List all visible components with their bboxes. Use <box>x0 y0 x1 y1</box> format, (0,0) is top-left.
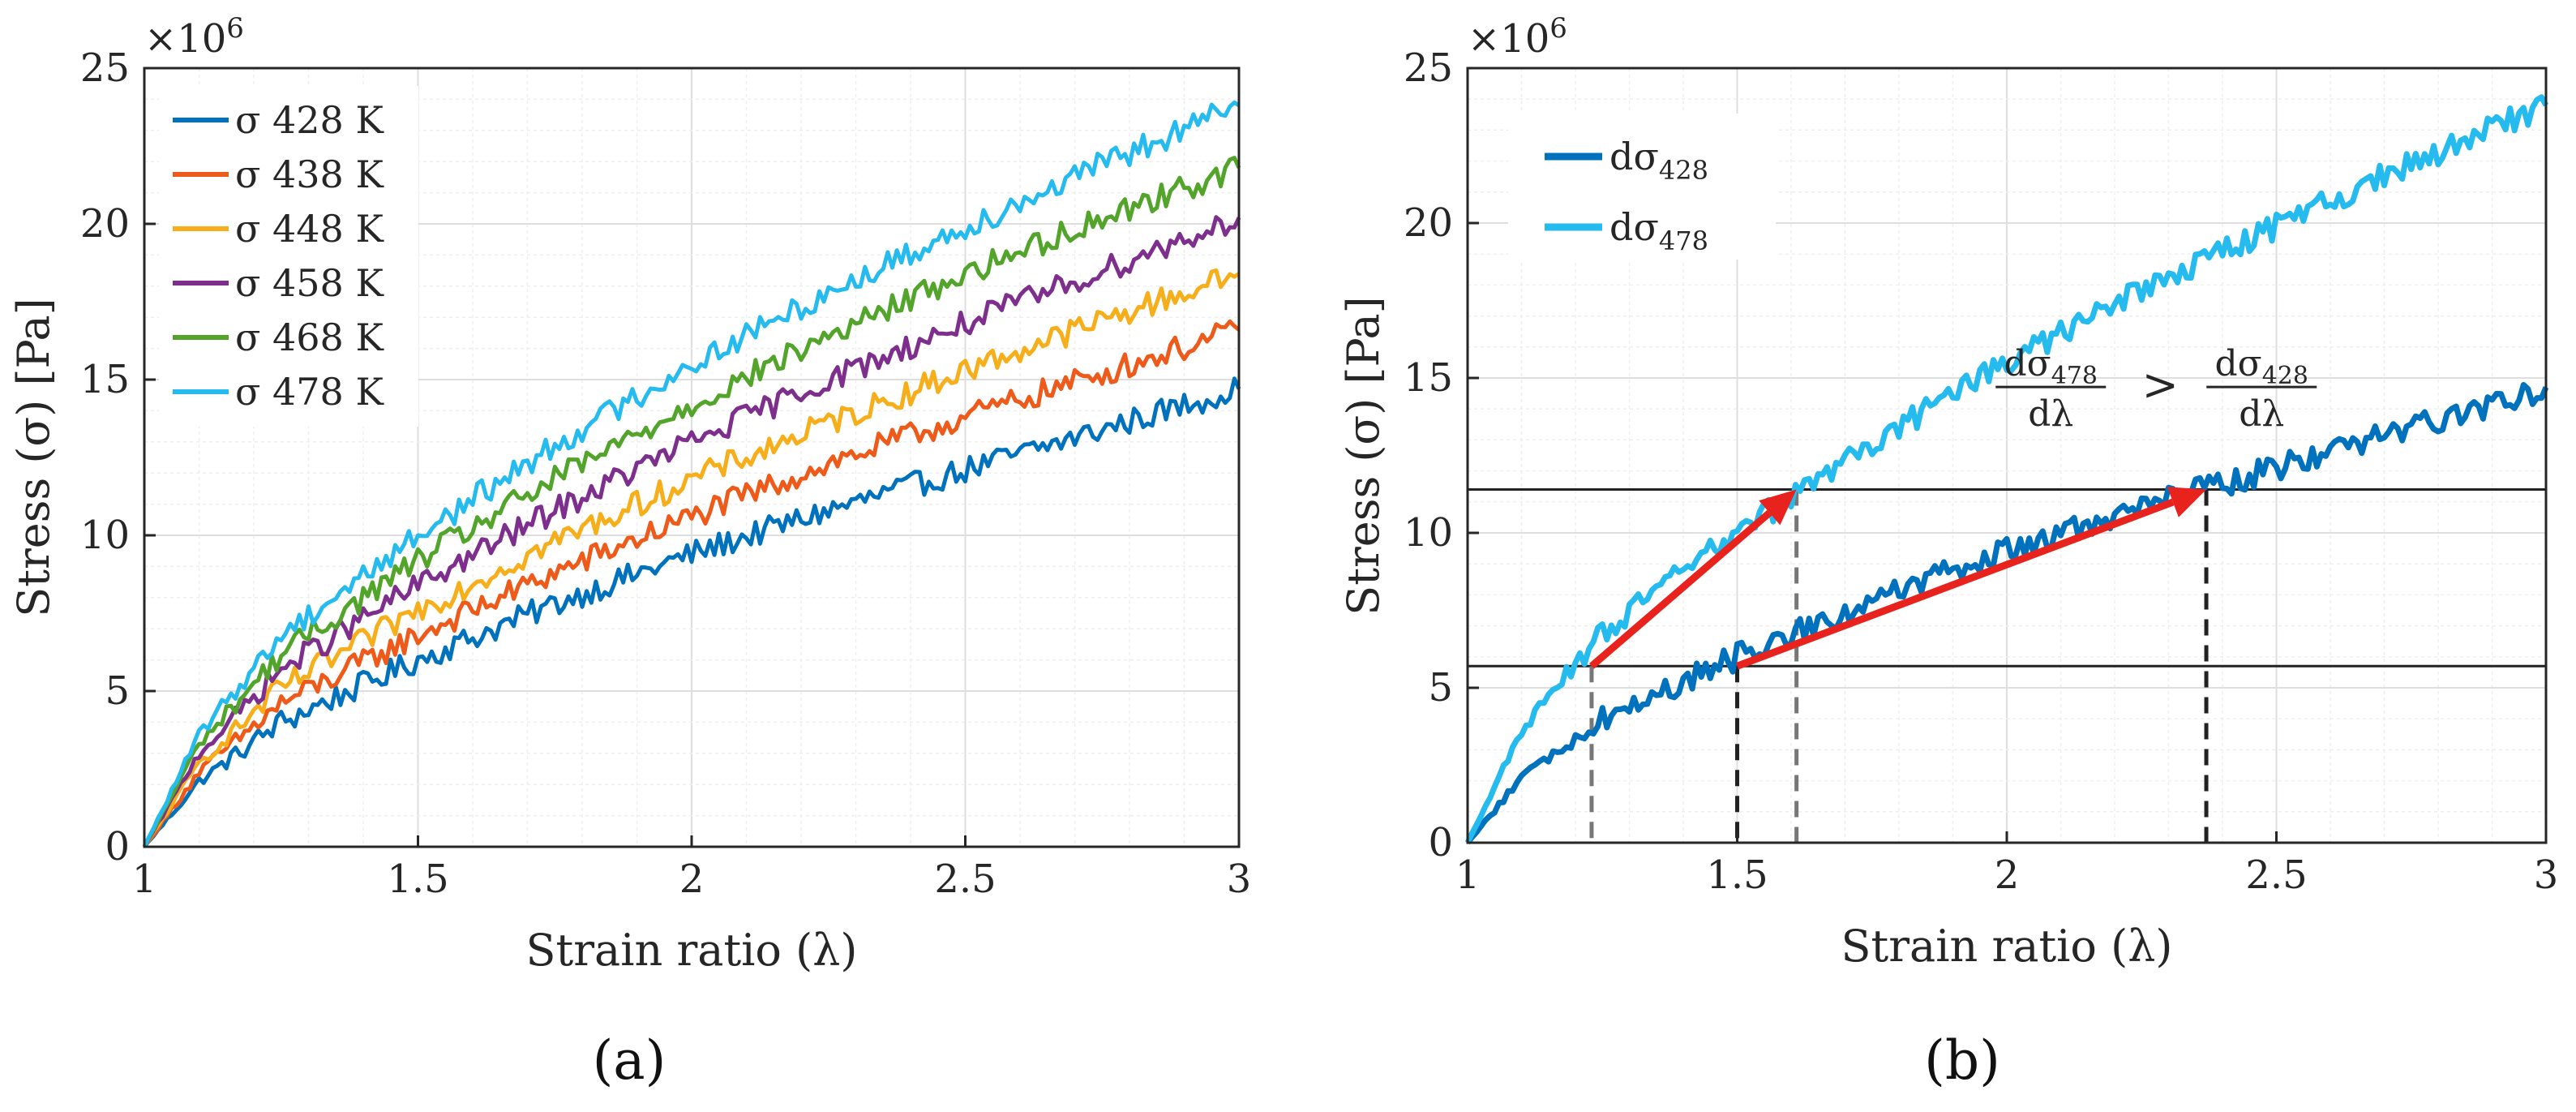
chart-a-ytick-label: 10 <box>80 513 130 558</box>
chart-b-guides <box>1468 488 2546 843</box>
chart-a-xtick-label: 3 <box>1227 857 1252 902</box>
chart-b-legend-box <box>1508 114 1776 260</box>
chart-a-ytick-label: 15 <box>80 357 130 402</box>
chart-b-xtick-label: 1 <box>1455 852 1481 898</box>
chart-b-multiplier: ×106 <box>1468 12 1567 62</box>
annot-right-fraction-denominator: dλ <box>2239 393 2284 435</box>
annot-right-fraction-numerator: dσ428 <box>2215 343 2308 390</box>
chart-b-ytick-label: 0 <box>1428 820 1453 865</box>
chart-a-ytick-label: 0 <box>105 824 130 869</box>
series-line-s438 <box>142 319 1241 848</box>
legend-label: dσ428 <box>1609 135 1708 186</box>
annot-right-fraction-numerator-subscript: 428 <box>2262 362 2308 390</box>
chart-a-xtick-label: 1.5 <box>387 857 448 902</box>
annot-right-fraction-numerator-main: dσ <box>2215 343 2262 384</box>
legend-label: σ 458 K <box>235 261 384 305</box>
legend-label-main: dσ <box>1609 205 1659 249</box>
chart-b-ytick-label: 15 <box>1404 355 1453 401</box>
series-line-s428 <box>1465 382 2549 845</box>
chart-a-xtick-label: 2.5 <box>934 857 996 902</box>
chart-a-xtick-label: 2 <box>679 857 705 902</box>
annot-left-fraction-numerator-main: dσ <box>2004 343 2051 384</box>
chart-a-multiplier: ×106 <box>144 12 244 62</box>
chart-a-ytick-label: 25 <box>80 45 130 91</box>
chart-a-multiplier-exp: 6 <box>226 12 244 45</box>
chart-a-xlabel: Strain ratio (λ) <box>526 925 858 976</box>
annot-left-fraction-numerator-subscript: 478 <box>2051 362 2098 390</box>
chart-b-multiplier-exp: 6 <box>1549 12 1567 45</box>
legend-label-subscript: 428 <box>1659 155 1708 186</box>
series-line-s458 <box>142 215 1241 848</box>
legend-label-main: dσ <box>1609 135 1659 178</box>
annot-left-fraction-denominator: dλ <box>2028 393 2073 435</box>
chart-b-xtick-label: 2 <box>1995 852 2020 898</box>
slope-arrow-head <box>2167 487 2207 517</box>
chart-a-ytick-label: 20 <box>80 201 130 247</box>
chart-a-ticks: 1 1.5 2 2.5 3 0 5 10 15 20 25 <box>80 45 1251 902</box>
slope-arrow-shaft <box>1735 498 2175 670</box>
legend-label: σ 428 K <box>235 98 384 142</box>
series-line-s478 <box>142 100 1241 848</box>
chart-b: 1 1.5 2 2.5 3 0 5 10 15 20 25 ×106 Strain ratio (λ… <box>1338 12 2558 1092</box>
legend-label: σ 468 K <box>235 316 384 359</box>
legend-label: σ 478 K <box>235 370 384 414</box>
chart-b-xtick-label: 3 <box>2534 852 2559 898</box>
chart-a-xtick-label: 1 <box>132 857 157 902</box>
chart-b-arrows <box>1589 487 2207 670</box>
chart-b-ytick-label: 25 <box>1404 45 1453 91</box>
annot-operator: > <box>2142 359 2179 410</box>
chart-a-multiplier-base: ×10 <box>144 16 226 62</box>
legend-label: σ 448 K <box>235 207 384 251</box>
chart-b-grid <box>1467 67 2547 844</box>
chart-b-xtick-label: 1.5 <box>1706 852 1768 898</box>
chart-a-series <box>142 100 1241 848</box>
chart-b-ytick-label: 20 <box>1404 200 1453 246</box>
series-line-s428 <box>143 376 1241 848</box>
chart-a-legend-box <box>159 86 418 427</box>
legend-label-subscript: 478 <box>1659 225 1708 256</box>
legend-label: σ 438 K <box>235 152 384 196</box>
annot-left-fraction-numerator: dσ478 <box>2004 343 2098 390</box>
slope-arrow-head <box>1759 489 1797 526</box>
chart-b-multiplier-base: ×10 <box>1468 16 1549 62</box>
chart-b-xtick-label: 2.5 <box>2245 852 2307 898</box>
chart-a-ytick-label: 5 <box>105 668 130 714</box>
chart-b-ytick-label: 10 <box>1404 510 1453 556</box>
chart-a-legend: σ 428 K σ 438 K σ 448 K σ 458 K σ 468 K σ 478… <box>173 98 384 414</box>
chart-b-ylabel: Stress (σ) [Pa] <box>1338 296 1389 615</box>
chart-a: 1 1.5 2 2.5 3 0 5 10 15 20 25 ×106 Strain ratio (λ… <box>8 12 1251 1092</box>
chart-b-xlabel: Strain ratio (λ) <box>1841 921 2173 972</box>
panel-label-a: (a) <box>593 1029 667 1092</box>
chart-b-ytick-label: 5 <box>1428 665 1453 711</box>
series-line-s468 <box>142 156 1241 848</box>
legend-label: dσ478 <box>1609 205 1708 256</box>
chart-b-series <box>1464 94 2549 845</box>
chart-b-ticks: 1 1.5 2 2.5 3 0 5 10 15 20 25 <box>1404 45 2558 898</box>
panel-label-b: (b) <box>1924 1029 2000 1092</box>
series-line-s478 <box>1464 94 2549 844</box>
slope-arrow-shaft <box>1589 509 1772 669</box>
chart-a-ylabel: Stress (σ) [Pa] <box>8 298 59 616</box>
